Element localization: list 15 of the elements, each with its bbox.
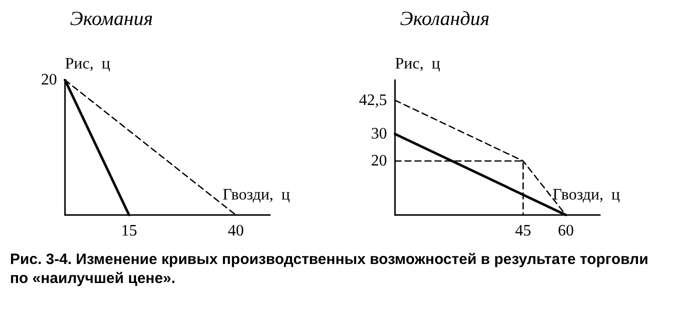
- text: Рис. 3-4. Изменение кривых производственных возможностей в результате торговли по «наилучшей цене».: [10, 250, 650, 288]
- x-tick-label: 40: [228, 222, 244, 240]
- y-tick-label: 30: [371, 126, 387, 142]
- y-tick-label: 20: [371, 152, 387, 170]
- x-tick-label: 45: [515, 222, 532, 240]
- x-tick-label: 60: [558, 222, 574, 240]
- x-axis-title: Гвозди, ц: [552, 186, 620, 204]
- x-tick-label: 15: [121, 222, 138, 240]
- y-axis-title: Рис, ц: [65, 56, 111, 72]
- y-axis-title: Рис, ц: [395, 56, 441, 72]
- chart-title: Эколандия: [400, 8, 490, 30]
- x-axis-title: Гвозди, ц: [222, 186, 290, 204]
- chart-title: Экомания: [70, 8, 153, 30]
- annotation: 20: [41, 72, 57, 88]
- y-tick-label: 42,5: [359, 92, 387, 109]
